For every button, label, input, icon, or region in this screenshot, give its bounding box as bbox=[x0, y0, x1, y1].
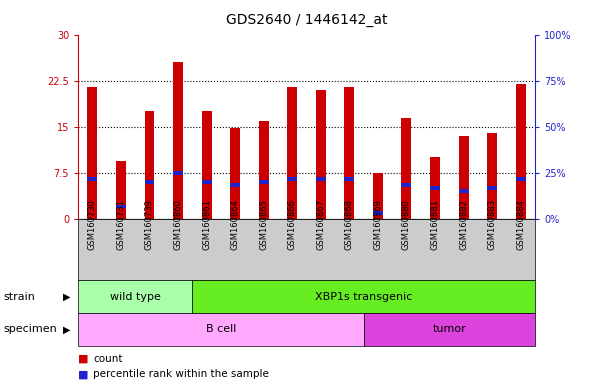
Bar bbox=[201, 111, 212, 219]
Text: strain: strain bbox=[3, 291, 35, 302]
Bar bbox=[373, 173, 383, 219]
Bar bbox=[287, 177, 297, 181]
Bar bbox=[487, 133, 497, 219]
Text: XBP1s transgenic: XBP1s transgenic bbox=[315, 291, 412, 302]
Bar bbox=[258, 121, 269, 219]
Text: count: count bbox=[93, 354, 123, 364]
Bar bbox=[173, 62, 183, 219]
Text: GSM160866: GSM160866 bbox=[288, 199, 297, 250]
Text: GSM160739: GSM160739 bbox=[145, 199, 154, 250]
Text: GSM160882: GSM160882 bbox=[459, 199, 468, 250]
Bar bbox=[516, 177, 526, 181]
Bar bbox=[87, 177, 97, 181]
Text: ■: ■ bbox=[78, 354, 88, 364]
Text: GSM160884: GSM160884 bbox=[516, 199, 525, 250]
Bar bbox=[144, 180, 154, 184]
Bar bbox=[144, 111, 154, 219]
Text: GSM160868: GSM160868 bbox=[345, 199, 354, 250]
Bar bbox=[173, 171, 183, 175]
Text: GSM160864: GSM160864 bbox=[231, 199, 240, 250]
Bar bbox=[87, 87, 97, 219]
Text: ▶: ▶ bbox=[63, 324, 70, 334]
Text: GDS2640 / 1446142_at: GDS2640 / 1446142_at bbox=[226, 13, 387, 27]
Bar bbox=[201, 180, 212, 184]
Text: tumor: tumor bbox=[432, 324, 466, 334]
Text: wild type: wild type bbox=[110, 291, 160, 302]
Text: specimen: specimen bbox=[3, 324, 56, 334]
Text: GSM160867: GSM160867 bbox=[316, 199, 325, 250]
Bar bbox=[230, 183, 240, 187]
Bar bbox=[230, 128, 240, 219]
Bar bbox=[116, 161, 126, 219]
Text: percentile rank within the sample: percentile rank within the sample bbox=[93, 369, 269, 379]
Bar bbox=[459, 189, 469, 193]
Bar bbox=[401, 118, 412, 219]
Text: GSM160881: GSM160881 bbox=[430, 199, 439, 250]
Bar bbox=[344, 87, 355, 219]
Bar bbox=[459, 136, 469, 219]
Bar bbox=[487, 186, 497, 190]
Bar bbox=[430, 186, 440, 190]
Bar bbox=[258, 180, 269, 184]
Text: ■: ■ bbox=[78, 369, 88, 379]
Bar bbox=[344, 177, 355, 181]
Text: GSM160730: GSM160730 bbox=[88, 199, 97, 250]
Text: ▶: ▶ bbox=[63, 291, 70, 302]
Bar bbox=[516, 84, 526, 219]
Text: GSM160861: GSM160861 bbox=[202, 199, 211, 250]
Text: B cell: B cell bbox=[206, 324, 236, 334]
Text: GSM160865: GSM160865 bbox=[259, 199, 268, 250]
Bar bbox=[373, 211, 383, 215]
Text: GSM160860: GSM160860 bbox=[174, 199, 183, 250]
Text: GSM160880: GSM160880 bbox=[402, 199, 411, 250]
Bar bbox=[430, 157, 440, 219]
Bar bbox=[287, 87, 297, 219]
Bar bbox=[401, 183, 412, 187]
Bar bbox=[116, 205, 126, 209]
Bar bbox=[316, 177, 326, 181]
Text: GSM160731: GSM160731 bbox=[117, 199, 126, 250]
Bar bbox=[316, 90, 326, 219]
Text: GSM160869: GSM160869 bbox=[373, 199, 382, 250]
Text: GSM160883: GSM160883 bbox=[487, 199, 496, 250]
